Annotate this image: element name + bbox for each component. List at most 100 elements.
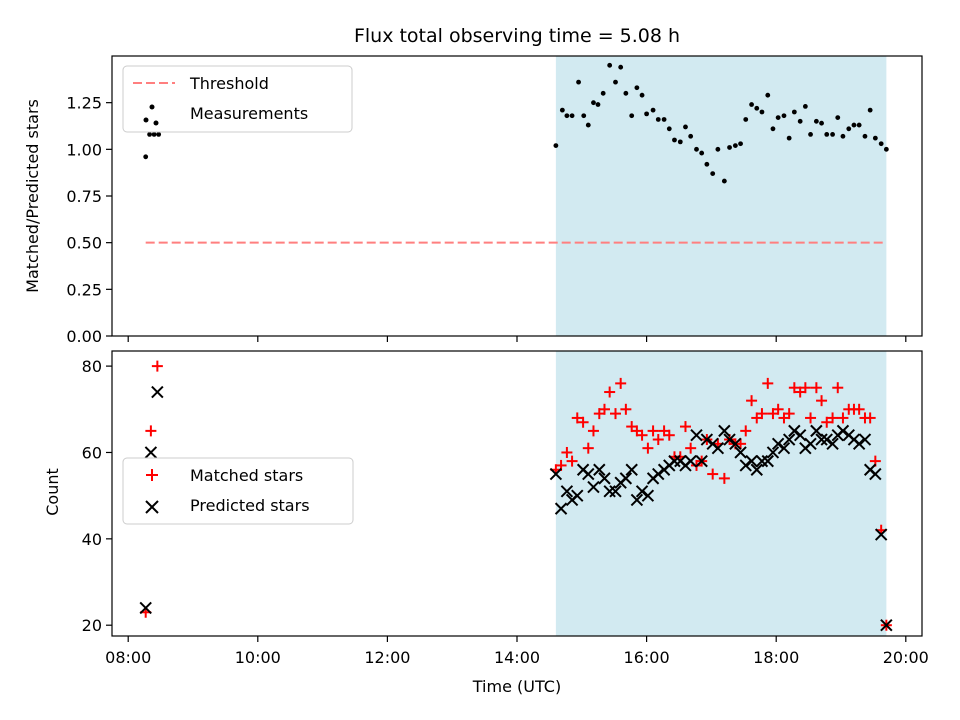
- measurement-point: [618, 64, 624, 70]
- matched-star-point: [647, 425, 659, 437]
- measurement-point: [694, 146, 699, 152]
- ratio-y-ticks: 0.00 0.25 0.50 0.75 1.00 1.25: [66, 94, 112, 346]
- y-tick-label: 1.00: [66, 140, 102, 159]
- measurement-point: [872, 135, 878, 141]
- measurement-point: [759, 109, 765, 115]
- matched-star-point: [151, 360, 163, 372]
- measurement-point: [749, 102, 754, 107]
- matched-star-point: [561, 446, 573, 458]
- chart-title: Flux total observing time = 5.08 h: [354, 25, 680, 47]
- measurement-point: [770, 126, 776, 132]
- predicted-star-point: [761, 454, 774, 468]
- measurement-point: [672, 137, 677, 143]
- x-tick-label: 08:00: [105, 648, 151, 667]
- measurement-point: [867, 107, 873, 113]
- count-panel: 20 40 60 80 08:00 10:00 12:00 14:00 16:00 18:00 2…: [43, 350, 929, 696]
- matched-star-point: [735, 438, 747, 450]
- measurement-point: [639, 92, 645, 98]
- legend-predicted-label: Predicted stars: [190, 496, 310, 515]
- count-x-ticks: 08:00 10:00 12:00 14:00 16:00 18:00 20:00: [105, 636, 929, 667]
- matched-star-point: [587, 425, 599, 437]
- predicted-star-point: [593, 463, 606, 476]
- measurement-point: [655, 117, 661, 122]
- measurement-point: [677, 139, 683, 145]
- legend-measurement-dot: [143, 117, 149, 123]
- matched-star-point: [718, 472, 730, 484]
- measurement-point: [688, 133, 694, 139]
- measurement-point: [781, 113, 787, 119]
- predicted-star-point: [549, 467, 563, 481]
- measurement-point: [661, 117, 667, 122]
- matched-star-point: [145, 425, 157, 437]
- matched-star-point: [679, 421, 691, 433]
- matched-star-point: [783, 408, 795, 420]
- predicted-star-point: [777, 441, 791, 455]
- x-tick-label: 18:00: [753, 648, 799, 667]
- predicted-star-point: [755, 454, 769, 468]
- measurement-point: [683, 124, 688, 130]
- predicted-star-point: [852, 437, 866, 451]
- y-tick-label: 20: [82, 616, 102, 635]
- measurement-point: [813, 118, 819, 124]
- measurement-point: [600, 90, 606, 96]
- predicted-star-point: [582, 467, 595, 481]
- count-y-ticks: 20 40 60 80: [82, 357, 112, 635]
- predicted-star-point: [684, 454, 697, 468]
- matched-star-point: [788, 382, 800, 394]
- measurement-point: [699, 150, 705, 156]
- x-tick-label: 16:00: [624, 648, 670, 667]
- measurement-point: [765, 92, 771, 98]
- predicted-star-point: [718, 424, 731, 438]
- matched-star-point: [620, 403, 632, 415]
- predicted-star-point: [869, 467, 882, 481]
- x-tick-label: 14:00: [494, 648, 540, 667]
- predicted-star-point: [700, 433, 714, 446]
- matched-star-point: [832, 382, 844, 394]
- measurement-point: [808, 132, 813, 137]
- matched-star-point: [853, 403, 865, 415]
- measurement-point: [585, 122, 591, 128]
- y-tick-label: 1.25: [66, 94, 102, 113]
- matched-star-point: [685, 442, 697, 454]
- matched-star-point: [805, 412, 817, 424]
- measurement-point: [797, 118, 803, 124]
- predicted-star-point: [598, 472, 611, 485]
- measurement-point: [569, 113, 575, 119]
- legend-matched-label: Matched stars: [190, 466, 303, 485]
- predicted-star-point: [739, 459, 752, 472]
- predicted-star-point: [587, 480, 600, 494]
- predicted-star-point: [151, 385, 164, 399]
- measurement-point: [824, 132, 830, 137]
- predicted-star-point: [880, 618, 893, 632]
- measurement-point: [576, 79, 581, 85]
- predicted-star-point: [635, 485, 649, 498]
- measurement-point: [862, 133, 868, 139]
- matched-star-point: [746, 395, 758, 407]
- matched-star-point: [636, 429, 648, 441]
- predicted-star-point: [729, 437, 742, 451]
- legend-measurement-dot: [149, 104, 155, 110]
- matched-star-point: [821, 416, 833, 428]
- matched-star-point: [837, 412, 849, 424]
- matched-star-point: [864, 412, 876, 424]
- y-tick-label: 60: [82, 443, 102, 462]
- matched-star-point: [571, 412, 583, 424]
- measurement-point: [802, 104, 808, 109]
- predicted-star-point: [750, 463, 763, 476]
- predicted-star-point: [641, 489, 655, 502]
- measurement-point: [840, 133, 846, 139]
- predicted-star-point: [836, 424, 850, 438]
- measurement-point: [564, 113, 570, 119]
- x-tick-label: 10:00: [235, 648, 281, 667]
- predicted-star-point: [571, 489, 584, 502]
- predicted-star-point: [788, 424, 801, 438]
- matched-star-point: [810, 382, 822, 394]
- predicted-star-point: [745, 454, 758, 468]
- matched-star-point: [707, 468, 719, 480]
- measurement-point: [883, 146, 889, 152]
- matched-star-point: [816, 395, 828, 407]
- predicted-star-point: [560, 485, 574, 498]
- measurement-point: [623, 90, 629, 96]
- predicted-star-point: [652, 467, 665, 481]
- measurement-point: [629, 113, 635, 119]
